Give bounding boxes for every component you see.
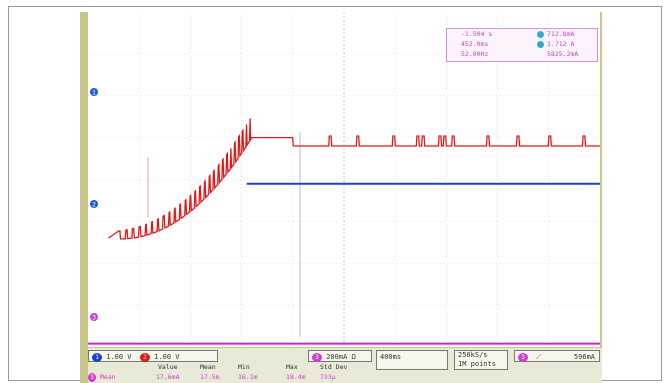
measurement-panel: -1.504 s 712.8mA 452.0ms 1.712 A 52.00Hz…	[446, 28, 598, 62]
trigger-source-icon: 3	[518, 353, 528, 362]
meas-delta-time: -1.504 s	[461, 30, 493, 38]
stat-header-4: Std Dev	[320, 363, 348, 371]
meas-value-a: 712.8mA	[547, 30, 575, 38]
timebase: 400ms	[380, 353, 402, 361]
status-bar: 1 1.00 V 2 1.00 V 3 200mA Ω 400ms 250kS/…	[88, 348, 602, 383]
channel-1-2-scale[interactable]: 1 1.00 V 2 1.00 V	[88, 350, 218, 362]
channel-marker-label: 2	[92, 202, 96, 209]
stat-value-4: 733µ	[320, 373, 336, 381]
channel-marker-icon	[90, 88, 98, 96]
timebase-box[interactable]: 400ms	[376, 350, 448, 370]
series-line-0	[108, 118, 600, 240]
cursor-a-icon	[537, 31, 544, 38]
stat-value-0: 17.6mA	[156, 373, 180, 381]
stat-header-2: Min	[238, 363, 250, 371]
cursor-b-icon	[537, 41, 544, 48]
channel-1-icon: 1	[92, 353, 102, 362]
meas-period: 452.0ms	[461, 40, 489, 48]
trigger-level: 596mA	[573, 353, 595, 361]
channel-3-icon: 3	[312, 353, 322, 362]
stat-header-3: Max	[286, 363, 298, 371]
channel-2-icon: 2	[139, 353, 150, 362]
channel-marker-label: 1	[92, 90, 96, 97]
stat-channel-icon: 3	[88, 373, 96, 382]
trigger-box[interactable]: 3 ⟋ 596mA	[514, 350, 600, 362]
ch1-scale: 1.00 V	[106, 353, 132, 361]
ch3-scale: 200mA Ω	[326, 353, 356, 361]
trigger-slope-icon: ⟋	[536, 353, 542, 361]
stat-header-1: Mean	[200, 363, 216, 371]
stat-value-2: 16.1m	[238, 373, 258, 381]
meas-frequency: 52.00Hz	[461, 50, 489, 58]
channel-marker-label: 3	[92, 315, 96, 322]
ch2-scale: 1.00 V	[154, 353, 180, 361]
sample-rate: 250kS/s	[458, 351, 488, 359]
channel-marker-icon	[90, 313, 98, 321]
stat-header-0: Value	[158, 363, 178, 371]
stat-value-3: 18.4m	[286, 373, 306, 381]
channel-3-scale[interactable]: 3 200mA Ω	[308, 350, 372, 362]
meas-value-b: 1.712 A	[547, 40, 575, 48]
waveform-plot: 1 2 3	[88, 12, 600, 347]
stat-value-1: 17.5m	[200, 373, 220, 381]
record-length: 1M points	[458, 360, 496, 368]
channel-marker-icon	[90, 200, 98, 208]
stat-label: 3 Mean	[88, 373, 116, 382]
acquisition-box[interactable]: 250kS/s 1M points	[454, 350, 508, 370]
meas-value-c: 5825.2mA	[547, 50, 579, 58]
